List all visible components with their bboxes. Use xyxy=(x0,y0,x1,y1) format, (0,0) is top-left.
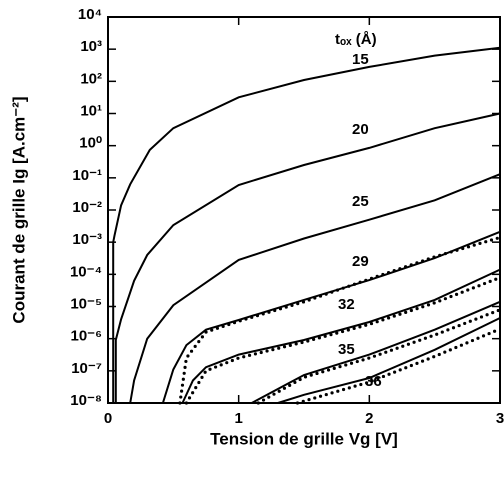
line xyxy=(250,300,501,404)
dotted-line xyxy=(184,276,502,405)
line xyxy=(114,112,501,404)
y-tick-label: 10⁻⁸ xyxy=(70,392,102,409)
y-tick-label: 10² xyxy=(80,70,102,87)
series-label: 29 xyxy=(352,253,369,270)
y-tick-label: 10⁻⁴ xyxy=(70,263,102,280)
y-tick-label: 10⁴ xyxy=(78,6,102,23)
y-tick-label: 10¹ xyxy=(80,102,102,119)
y-tick-label: 10⁻² xyxy=(72,199,102,216)
series-label: 35 xyxy=(338,341,355,358)
dotted-line xyxy=(178,235,502,405)
y-tick-label: 10⁻⁵ xyxy=(70,295,102,312)
series-label: 15 xyxy=(352,51,369,68)
line xyxy=(112,46,501,404)
y-tick-label: 10⁻³ xyxy=(72,231,102,248)
series-label: 25 xyxy=(352,193,369,210)
line xyxy=(276,317,501,404)
x-tick-label: 0 xyxy=(104,410,112,427)
line xyxy=(161,230,501,404)
plot-frame xyxy=(107,16,501,404)
y-tick-label: 10⁻¹ xyxy=(72,167,102,184)
x-tick-label: 3 xyxy=(496,410,504,427)
series-label: 32 xyxy=(338,296,355,313)
x-tick-label: 2 xyxy=(365,410,373,427)
dotted-line xyxy=(295,327,502,405)
y-tick-label: 10⁻⁷ xyxy=(71,360,102,377)
series-label: 20 xyxy=(352,121,369,138)
y-tick-label: 10³ xyxy=(80,38,102,55)
y-tick-label: 10⁰ xyxy=(79,135,102,152)
x-axis-title: Tension de grille Vg [V] xyxy=(210,429,398,448)
line xyxy=(181,268,501,404)
y-axis-title: Courant de grille Ig [A.cm⁻²] xyxy=(9,96,28,323)
x-tick-label: 1 xyxy=(234,410,242,427)
annotation: tₒₓ (Å) xyxy=(335,31,377,48)
line xyxy=(129,173,501,404)
dotted-line xyxy=(256,308,502,405)
y-tick-label: 10⁻⁶ xyxy=(70,328,102,345)
